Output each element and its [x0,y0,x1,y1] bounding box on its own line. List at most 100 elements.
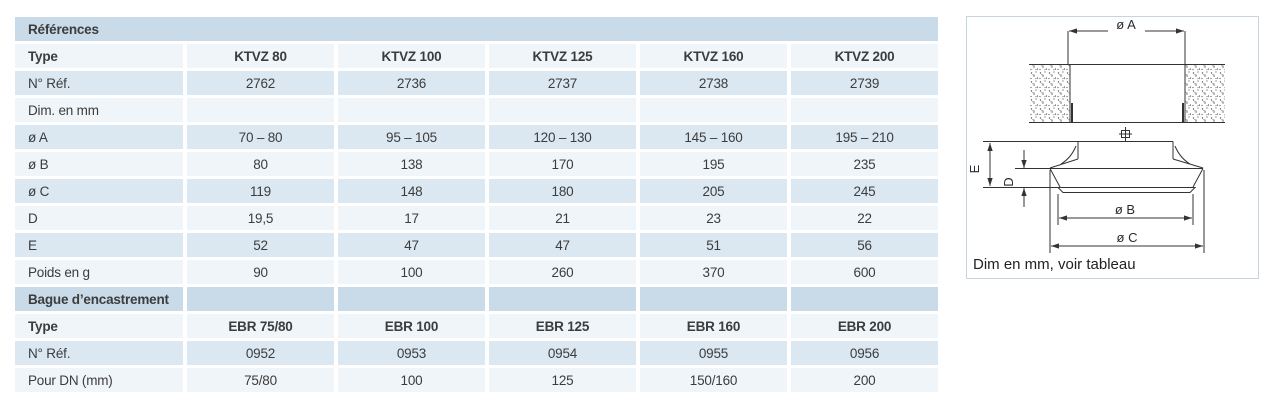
table-cell: 2738 [640,71,787,95]
table-cell: 600 [791,260,939,284]
table-cell: 0956 [791,341,939,365]
table-cell [640,287,787,311]
table-cell: 100 [338,368,485,392]
table-row: D 19,5 17 21 23 22 [15,206,939,230]
table-cell: 23 [640,206,787,230]
table-cell: 22 [791,206,939,230]
table-cell: 119 [187,179,334,203]
table-cell [338,287,485,311]
table-cell [489,98,636,122]
fixing-screw-icon [1119,127,1132,141]
table-row: Pour DN (mm) 75/80 100 125 150/160 200 [15,368,939,392]
table-row: E 52 47 47 51 56 [15,233,939,257]
table-cell: 205 [640,179,787,203]
table-cell: 19,5 [187,206,334,230]
table-cell: 145 – 160 [640,125,787,149]
table-cell: 170 [489,152,636,176]
table-cell: 70 – 80 [187,125,334,149]
table-cell: 0952 [187,341,334,365]
table-cell: 80 [187,152,334,176]
table-cell: 195 – 210 [791,125,939,149]
table-cell: 17 [338,206,485,230]
table-cell: KTVZ 125 [489,44,636,68]
table-cell: 2737 [489,71,636,95]
table-cell: 200 [791,368,939,392]
wall-hatch-left [1029,64,1070,123]
table-cell: EBR 125 [489,314,636,338]
table-cell: 2739 [791,71,939,95]
row-label: N° Réf. [15,341,183,365]
table-cell: KTVZ 200 [791,44,939,68]
table-row: Poids en g 90 100 260 370 600 [15,260,939,284]
table-cell [187,287,334,311]
table-cell: 0954 [489,341,636,365]
dimension-b: ø B [1057,194,1194,225]
table-cell: 95 – 105 [338,125,485,149]
dim-a-label: ø A [1116,17,1136,32]
dim-c-label: ø C [1117,230,1138,245]
table-cell: 150/160 [640,368,787,392]
table-row: ø C 119 148 180 205 245 [15,179,939,203]
row-label: ø C [15,179,183,203]
table-cell: 21 [489,206,636,230]
dimension-a: ø A [1067,17,1186,64]
table-cell: EBR 200 [791,314,939,338]
row-label: Poids en g [15,260,183,284]
table-cell: 195 [640,152,787,176]
table-cell: 51 [640,233,787,257]
table-cell: 2762 [187,71,334,95]
table-cell: 2736 [338,71,485,95]
table-cell: 260 [489,260,636,284]
table-cell: 75/80 [187,368,334,392]
table-cell: 125 [489,368,636,392]
table-row: N° Réf. 0952 0953 0954 0955 0956 [15,341,939,365]
table-cell: 138 [338,152,485,176]
table-cell: 47 [489,233,636,257]
valve-body [983,141,1204,193]
table-row: Bague d’encastrement [15,287,939,311]
table-cell: KTVZ 160 [640,44,787,68]
table-cell: KTVZ 100 [338,44,485,68]
diagram-caption: Dim en mm, voir tableau [973,256,1136,273]
table-cell [187,98,334,122]
table-row: Type KTVZ 80 KTVZ 100 KTVZ 125 KTVZ 160 KTVZ … [15,44,939,68]
table-cell: 100 [338,260,485,284]
table-cell: 90 [187,260,334,284]
row-label: Pour DN (mm) [15,368,183,392]
table-cell: 0955 [640,341,787,365]
dim-d-label: D [1001,177,1016,186]
table-cell: 56 [791,233,939,257]
wall-hatch-right [1185,64,1225,123]
dim-e-label: E [967,164,982,173]
dimension-d: D [1001,150,1027,207]
table-row: Dim. en mm [15,98,939,122]
table-cell: 370 [640,260,787,284]
row-label: Type [15,314,183,338]
table-cell [338,98,485,122]
valve-cross-section-drawing: ø A [967,17,1225,273]
table-cell: EBR 75/80 [187,314,334,338]
table-cell: 120 – 130 [489,125,636,149]
row-label: Type [15,44,183,68]
row-label: E [15,233,183,257]
table-cell: 148 [338,179,485,203]
table-cell: EBR 100 [338,314,485,338]
technical-drawing-panel: ø A [966,16,1259,279]
spec-table: Références Type KTVZ 80 KTVZ 100 KTVZ 125 KTV… [11,14,942,395]
dimension-e: E [967,143,993,186]
table-cell: 47 [338,233,485,257]
table-row: ø A 70 – 80 95 – 105 120 – 130 145 – 160 195 … [15,125,939,149]
row-label: Dim. en mm [15,98,183,122]
dimension-c: ø C [1049,170,1205,253]
row-label: ø A [15,125,183,149]
table-cell [791,287,939,311]
dim-b-label: ø B [1115,202,1135,217]
row-label: ø B [15,152,183,176]
table-row: ø B 80 138 170 195 235 [15,152,939,176]
table-cell: EBR 160 [640,314,787,338]
table-cell: 180 [489,179,636,203]
row-label: D [15,206,183,230]
table-cell: 235 [791,152,939,176]
table-cell [489,287,636,311]
row-label: Références [15,17,939,41]
